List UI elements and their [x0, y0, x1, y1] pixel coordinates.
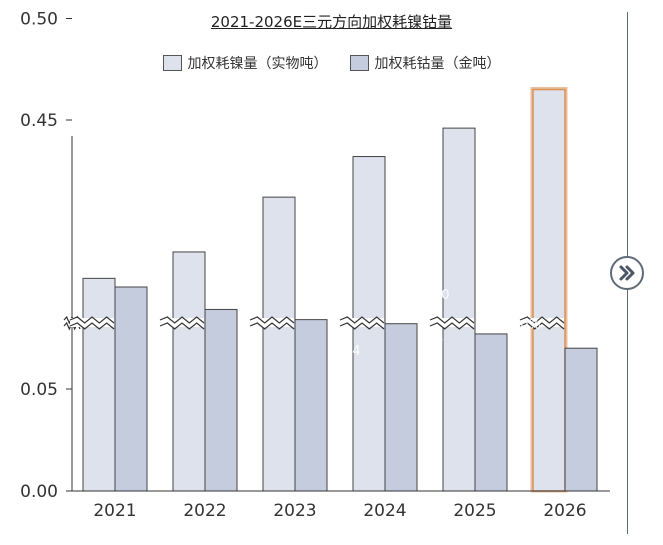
x-tick-label: 2021	[93, 501, 136, 521]
legend: 加权耗镍量（实物吨） 加权耗钴量（金吨）	[0, 53, 663, 73]
y-tick-label: 0.05	[20, 380, 58, 400]
bar-cobalt-2023	[294, 319, 328, 492]
legend-label-nickel: 加权耗镍量（实物吨）	[187, 56, 328, 72]
bar-cobalt-2022	[204, 308, 238, 492]
faint-data-label: 84	[344, 344, 361, 359]
legend-item-cobalt: 加权耗钴量（金吨）	[349, 53, 501, 73]
axis-break-2022-line	[159, 322, 205, 330]
bar-cobalt-2024	[384, 323, 418, 492]
x-tick-label: 2025	[453, 501, 496, 521]
legend-swatch-cobalt	[349, 55, 369, 71]
x-tick-label: 2023	[273, 501, 316, 521]
y-tick-label: 0.00	[20, 482, 58, 502]
bar-nickel-2023	[262, 196, 296, 492]
bar-nickel-2026	[532, 88, 566, 492]
axis-break-2024-line	[339, 322, 385, 330]
legend-label-cobalt: 加权耗钴量（金吨）	[374, 56, 501, 72]
bar-nickel-2022	[172, 251, 206, 492]
y-tick-label: 0.45	[20, 111, 58, 131]
x-tick-label: 2026	[543, 501, 586, 521]
axis-break-2023-line	[249, 316, 295, 324]
bar-cobalt-2026	[564, 347, 598, 492]
faint-data-label: 86	[427, 332, 444, 347]
legend-swatch-nickel	[162, 55, 182, 71]
axis-break-2026-line	[519, 316, 565, 324]
axis-break-2025-line	[429, 316, 475, 324]
axis-break-2023-line	[249, 322, 295, 330]
bar-cobalt-2021	[114, 286, 148, 492]
faint-data-label: 90%	[512, 318, 541, 333]
bar-nickel-2021	[82, 277, 116, 492]
next-chart-button[interactable]	[610, 256, 644, 290]
axis-break-2024-line	[339, 316, 385, 324]
axis-break-2026-line	[519, 322, 565, 330]
legend-item-nickel: 加权耗镍量（实物吨）	[162, 53, 328, 73]
chart-title: 2021-2026E三元方向加权耗镍钴量	[210, 13, 453, 31]
axis-break-2021-line	[69, 322, 115, 330]
axis-break-2021-line	[69, 316, 115, 324]
axis-break-2025-line	[429, 322, 475, 330]
bar-nickel-2025	[442, 127, 476, 492]
chevron-double-right-icon	[619, 265, 635, 281]
faint-data-label: 90%	[600, 318, 629, 333]
x-tick-label: 2024	[363, 501, 406, 521]
bar-cobalt-2025	[474, 333, 508, 492]
faint-data-label: 30	[433, 288, 450, 303]
y-tick-label: 0.50	[20, 10, 58, 30]
axis-break-2022-line	[159, 316, 205, 324]
x-tick-label: 2022	[183, 501, 226, 521]
